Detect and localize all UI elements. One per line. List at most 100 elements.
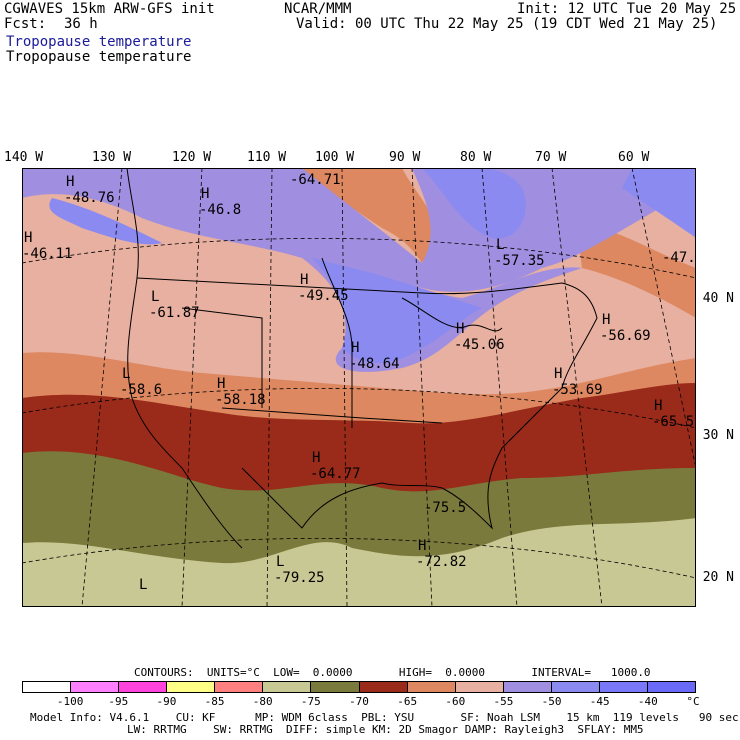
colorbar-swatch [599, 682, 649, 692]
center-value: -46.8 [199, 202, 241, 218]
colorbar-swatch [359, 682, 408, 692]
center-value: -65.5 [652, 414, 694, 430]
colorbar-label: -80 [252, 695, 273, 708]
center-value: -64.77 [310, 466, 361, 482]
colorbar-swatch [311, 682, 360, 692]
colorbar-swatch [551, 682, 600, 692]
band-55 [112, 275, 289, 334]
center-label: H -45.06 [454, 321, 505, 353]
colorbar-label: -85 [204, 695, 225, 708]
center-value: -53.69 [552, 382, 603, 398]
lon-label: 120 W [172, 150, 212, 165]
center-type: L [496, 237, 504, 253]
colorbar-label: -65 [397, 695, 418, 708]
lon-label: 60 W [618, 150, 650, 165]
lat-label: 30 N [702, 428, 734, 443]
colorbar [22, 681, 696, 693]
band-60 [22, 352, 696, 424]
center-label: L [139, 577, 147, 593]
colorbar-label: -60 [445, 695, 466, 708]
center-value: -58.6 [120, 382, 162, 398]
band-45 [312, 258, 482, 363]
model-title: CGWAVES 15km ARW-GFS init [4, 1, 215, 17]
colorbar-swatch [167, 682, 216, 692]
center-label: -47. [662, 250, 696, 266]
center-label: H -48.64 [349, 340, 400, 372]
center-label: -64.71 [290, 172, 341, 188]
colorbar-label: -40 [637, 695, 658, 708]
center-label: H -56.69 [600, 312, 651, 344]
center-label: H -48.76 [64, 174, 115, 206]
colorbar-swatch [455, 682, 504, 692]
forecast-hour: 36 h [64, 16, 98, 32]
lon-label: 140 W [4, 150, 44, 165]
center-value: -72.82 [416, 554, 467, 570]
center-label: L -57.35 [494, 237, 545, 269]
field-title-blue: Tropopause temperature [6, 34, 192, 50]
colorbar-label: -70 [349, 695, 369, 708]
colorbar-swatch [263, 682, 312, 692]
colorbar-label: -90 [156, 695, 177, 708]
center-value: -45.06 [454, 337, 505, 353]
contours-info: CONTOURS: UNITS=°C LOW= 0.0000 HIGH= 0.0… [134, 666, 651, 679]
colorbar-swatch [119, 682, 168, 692]
center-value: -49.45 [298, 288, 349, 304]
colorbar-swatch [503, 682, 552, 692]
center-type: H [456, 321, 464, 337]
center-label: H -46.11 [22, 230, 73, 262]
center-value: -48.76 [64, 190, 115, 206]
model-physics: LW: RRTMG SW: RRTMG DIFF: simple KM: 2D … [127, 723, 644, 736]
lon-label: 90 W [389, 150, 421, 165]
init-time: Init: 12 UTC Tue 20 May 25 [517, 1, 737, 17]
lat-label: 40 N [702, 291, 734, 306]
center-type: L [151, 289, 159, 305]
model-info: Model Info: V4.6.1 CU: KF MP: WDM 6class… [30, 711, 739, 724]
colorbar-label: -50 [541, 695, 562, 708]
tropopause-temperature-map: H -48.76 H -46.8 H -46.11 -64.71 L -57.35 -4… [22, 168, 696, 607]
band-75 [22, 518, 696, 607]
center-type: H [351, 340, 359, 356]
center-label: H -65.5 [652, 398, 694, 430]
center-label: H -53.69 [552, 366, 603, 398]
center-value: -56.69 [600, 328, 651, 344]
center-value: -75.5 [424, 500, 466, 516]
center-type: H [201, 186, 209, 202]
center-value: -46.11 [22, 246, 73, 262]
colorbar-label: °C [686, 695, 700, 708]
center-type: L [122, 366, 130, 382]
center-label: H -64.77 [310, 450, 361, 482]
colorbar-swatch [407, 682, 456, 692]
lon-label: 110 W [247, 150, 287, 165]
center-value: -57.35 [494, 253, 545, 269]
valid-time: Valid: 00 UTC Thu 22 May 25 (19 CDT Wed … [296, 16, 718, 32]
center-label: H -49.45 [298, 272, 349, 304]
band-45 [49, 198, 163, 245]
colorbar-swatch [71, 682, 120, 692]
center-type: H [418, 538, 426, 554]
colorbar-label: -55 [493, 695, 514, 708]
center-label: L -79.25 [274, 554, 325, 586]
lon-label: 130 W [92, 150, 132, 165]
lon-label: 80 W [460, 150, 492, 165]
extrema-labels: H -48.76 H -46.8 H -46.11 -64.71 L -57.35 -4… [22, 172, 696, 593]
band-45 [622, 168, 696, 238]
band-60 [577, 227, 696, 318]
center-type: H [654, 398, 662, 414]
center-type: L [276, 554, 284, 570]
center-type: H [602, 312, 610, 328]
colorbar-swatch [648, 682, 696, 692]
colorbar-label: -45 [589, 695, 610, 708]
forecast-label: Fcst: [4, 16, 47, 32]
center-label: H -46.8 [199, 186, 241, 218]
colorbar-label: -95 [108, 695, 129, 708]
center-type: H [312, 450, 320, 466]
center-type: L [139, 577, 147, 593]
center-type: H [66, 174, 74, 190]
center-value: -58.18 [215, 392, 266, 408]
band-50 [22, 168, 696, 292]
center-value: -79.25 [274, 570, 325, 586]
center-label: L -58.6 [120, 366, 162, 398]
org-label: NCAR/MMM [284, 1, 352, 17]
center-value: -47. [662, 250, 696, 266]
center-label: L -61.87 [149, 289, 200, 321]
